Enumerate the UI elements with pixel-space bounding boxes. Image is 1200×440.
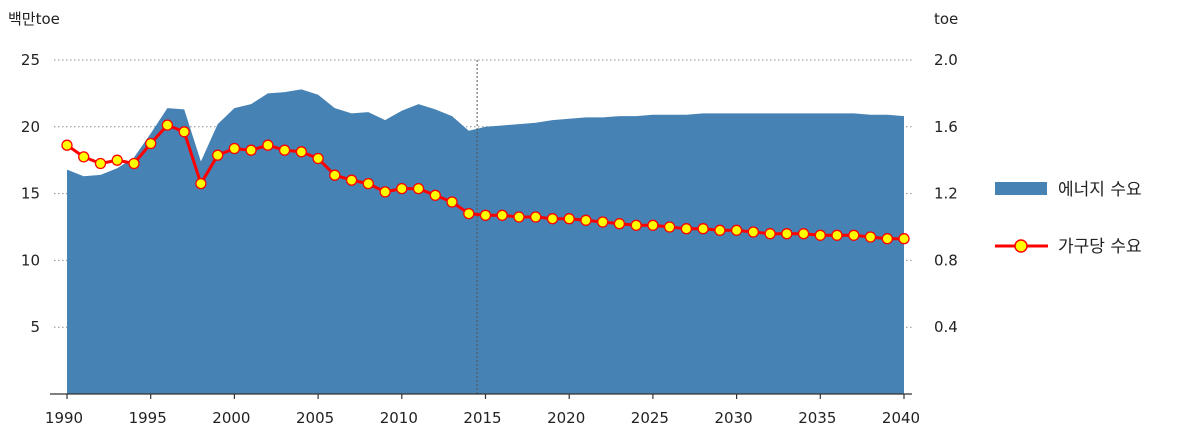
- line-marker-household-demand: [597, 216, 609, 228]
- legend: 에너지 수요 가구당 수요: [995, 180, 1142, 257]
- x-tick-label: 2030: [715, 409, 753, 427]
- y-right-tick-label: 1.2: [934, 185, 958, 203]
- legend-swatch-marker: [1014, 239, 1028, 253]
- line-marker-household-demand: [864, 231, 877, 243]
- x-tick-label: 2005: [296, 409, 334, 427]
- line-marker-household-demand: [161, 119, 174, 131]
- x-tick-label: 2015: [463, 409, 501, 427]
- line-marker-household-demand: [580, 214, 592, 226]
- y-left-tick-label: 10: [21, 251, 40, 269]
- line-marker-household-demand: [245, 144, 257, 156]
- line-marker-household-demand: [781, 228, 793, 240]
- gridlines: [54, 59, 912, 328]
- line-marker-household-demand: [111, 154, 123, 166]
- line-marker-household-demand: [463, 207, 475, 220]
- line-marker-household-demand: [145, 137, 157, 150]
- line-marker-household-demand: [630, 219, 642, 231]
- legend-label-household-demand: 가구당 수요: [1058, 237, 1142, 257]
- y-right-tick-label: 1.6: [934, 118, 958, 136]
- y-right-unit-label: toe: [934, 10, 958, 28]
- line-marker-household-demand: [479, 209, 492, 221]
- y-left-tick-label: 15: [21, 185, 40, 203]
- x-axis: [50, 393, 912, 399]
- area-energy-demand: [67, 89, 904, 395]
- line-marker-household-demand: [647, 219, 659, 231]
- line-marker-household-demand: [94, 157, 107, 170]
- x-tick-label: 1995: [129, 409, 167, 427]
- line-marker-household-demand: [262, 139, 274, 151]
- line-marker-household-demand: [814, 229, 826, 241]
- line-marker-household-demand: [379, 186, 391, 198]
- x-tick-label: 2025: [631, 409, 669, 427]
- line-marker-household-demand: [848, 229, 860, 241]
- line-marker-household-demand: [881, 233, 893, 245]
- legend-swatch-area: [995, 182, 1047, 195]
- line-marker-household-demand: [831, 229, 843, 241]
- line-marker-household-demand: [563, 213, 575, 225]
- x-tick-label: 1990: [45, 409, 83, 427]
- line-marker-household-demand: [513, 211, 525, 223]
- line-marker-household-demand: [730, 224, 743, 236]
- legend-label-energy-demand: 에너지 수요: [1058, 180, 1142, 200]
- line-marker-household-demand: [345, 174, 358, 186]
- x-tick-label: 2020: [547, 409, 585, 427]
- line-marker-household-demand: [680, 223, 693, 235]
- line-marker-household-demand: [714, 224, 726, 236]
- line-marker-household-demand: [128, 157, 140, 170]
- line-marker-household-demand: [212, 149, 224, 161]
- line-marker-household-demand: [295, 146, 308, 158]
- line-marker-household-demand: [747, 226, 759, 238]
- line-marker-household-demand: [613, 218, 626, 230]
- line-marker-household-demand: [312, 152, 324, 165]
- line-marker-household-demand: [61, 139, 73, 151]
- x-tick-label: 2010: [380, 409, 418, 427]
- y-right-tick-label: 2.0: [934, 51, 958, 69]
- line-marker-household-demand: [697, 223, 709, 235]
- line-marker-household-demand: [329, 169, 341, 181]
- area-series-layer: [67, 89, 904, 395]
- line-marker-household-demand: [496, 209, 508, 221]
- x-tick-label: 2035: [798, 409, 836, 427]
- y-left-tick-label: 25: [21, 51, 40, 69]
- legend-item-energy-demand: 에너지 수요: [995, 180, 1142, 200]
- y-left-unit-label: 백만toe: [8, 10, 60, 28]
- line-marker-household-demand: [195, 177, 207, 190]
- line-marker-household-demand: [797, 228, 810, 240]
- line-marker-household-demand: [546, 213, 559, 225]
- y-left-tick-label: 20: [21, 118, 40, 136]
- line-marker-household-demand: [530, 211, 542, 223]
- line-marker-household-demand: [412, 182, 425, 195]
- line-marker-household-demand: [429, 189, 441, 201]
- line-marker-household-demand: [228, 142, 241, 155]
- line-marker-household-demand: [178, 126, 190, 138]
- line-marker-household-demand: [764, 228, 776, 240]
- line-marker-household-demand: [396, 182, 408, 195]
- line-marker-household-demand: [663, 221, 676, 233]
- line-marker-household-demand: [362, 177, 374, 190]
- x-tick-label: 2000: [212, 409, 250, 427]
- legend-item-household-demand: 가구당 수요: [995, 237, 1142, 257]
- line-marker-household-demand: [446, 196, 458, 208]
- y-right-tick-label: 0.4: [934, 318, 958, 336]
- line-markers: [61, 119, 910, 245]
- line-marker-household-demand: [898, 233, 910, 245]
- x-tick-label: 2040: [882, 409, 920, 427]
- y-left-tick-label: 5: [30, 318, 40, 336]
- y-right-tick-label: 0.8: [934, 251, 958, 269]
- line-marker-household-demand: [78, 151, 90, 163]
- line-marker-household-demand: [278, 144, 291, 156]
